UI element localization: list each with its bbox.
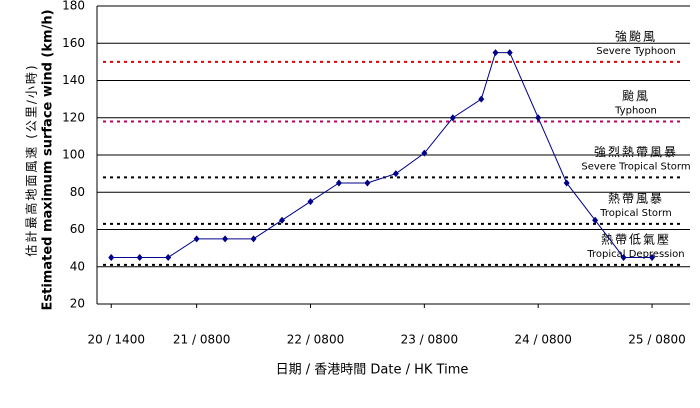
threshold-label-en: Tropical Storm <box>599 208 671 219</box>
y-tick-label: 80 <box>70 185 85 199</box>
x-tick-label: 22 / 0800 <box>287 333 344 347</box>
threshold-label-en: Severe Tropical Storm <box>581 161 690 172</box>
threshold-label-zh: 颱風 <box>622 88 650 103</box>
data-point <box>535 114 542 122</box>
data-point <box>136 253 143 261</box>
x-tick-label: 24 / 0800 <box>514 333 571 347</box>
y-tick-label: 100 <box>62 148 85 162</box>
y-tick-label: 180 <box>62 0 85 13</box>
data-point <box>364 179 371 187</box>
data-point <box>506 49 513 57</box>
threshold-label-zh: 熱帶低氣壓 <box>601 232 671 246</box>
data-point <box>193 235 200 243</box>
threshold-label-zh: 強颱風 <box>615 28 657 43</box>
data-point <box>165 253 172 261</box>
threshold-label-en: Tropical Depression <box>586 249 684 260</box>
data-point <box>392 170 399 178</box>
y-tick-label: 120 <box>62 110 85 124</box>
y-axis-label-en: Estimated maximum surface wind (km/h) <box>41 9 56 310</box>
threshold-label-zh: 熱帶風暴 <box>608 191 664 205</box>
x-tick-label: 23 / 0800 <box>401 333 458 347</box>
y-tick-label: 40 <box>70 259 85 273</box>
y-tick-label: 60 <box>70 222 85 236</box>
data-point <box>563 179 570 187</box>
data-point <box>620 253 627 261</box>
data-point <box>421 149 428 157</box>
x-tick-label: 21 / 0800 <box>173 333 230 347</box>
data-point <box>250 235 257 243</box>
y-tick-label: 140 <box>62 73 85 87</box>
data-point <box>335 179 342 187</box>
data-point <box>492 49 499 57</box>
data-point <box>222 235 229 243</box>
data-point <box>307 198 314 206</box>
data-point <box>592 216 599 224</box>
data-point <box>649 253 656 261</box>
y-tick-label: 160 <box>62 36 85 50</box>
x-tick-label: 25 / 0800 <box>628 333 685 347</box>
threshold-label-zh: 強烈熱帶風暴 <box>594 145 678 159</box>
data-point <box>279 216 286 224</box>
x-tick-label: 20 / 1400 <box>87 333 144 347</box>
x-axis-label: 日期 / 香港時間 Date / HK Time <box>276 363 469 378</box>
data-point <box>478 95 485 103</box>
data-point <box>108 253 115 261</box>
threshold-label-en: Typhoon <box>614 105 657 116</box>
threshold-label-en: Severe Typhoon <box>596 46 676 57</box>
y-tick-label: 20 <box>70 297 85 311</box>
data-point <box>449 114 456 122</box>
y-axis-label-zh: 估計最高地面風速 (公里/小時) <box>24 63 39 256</box>
